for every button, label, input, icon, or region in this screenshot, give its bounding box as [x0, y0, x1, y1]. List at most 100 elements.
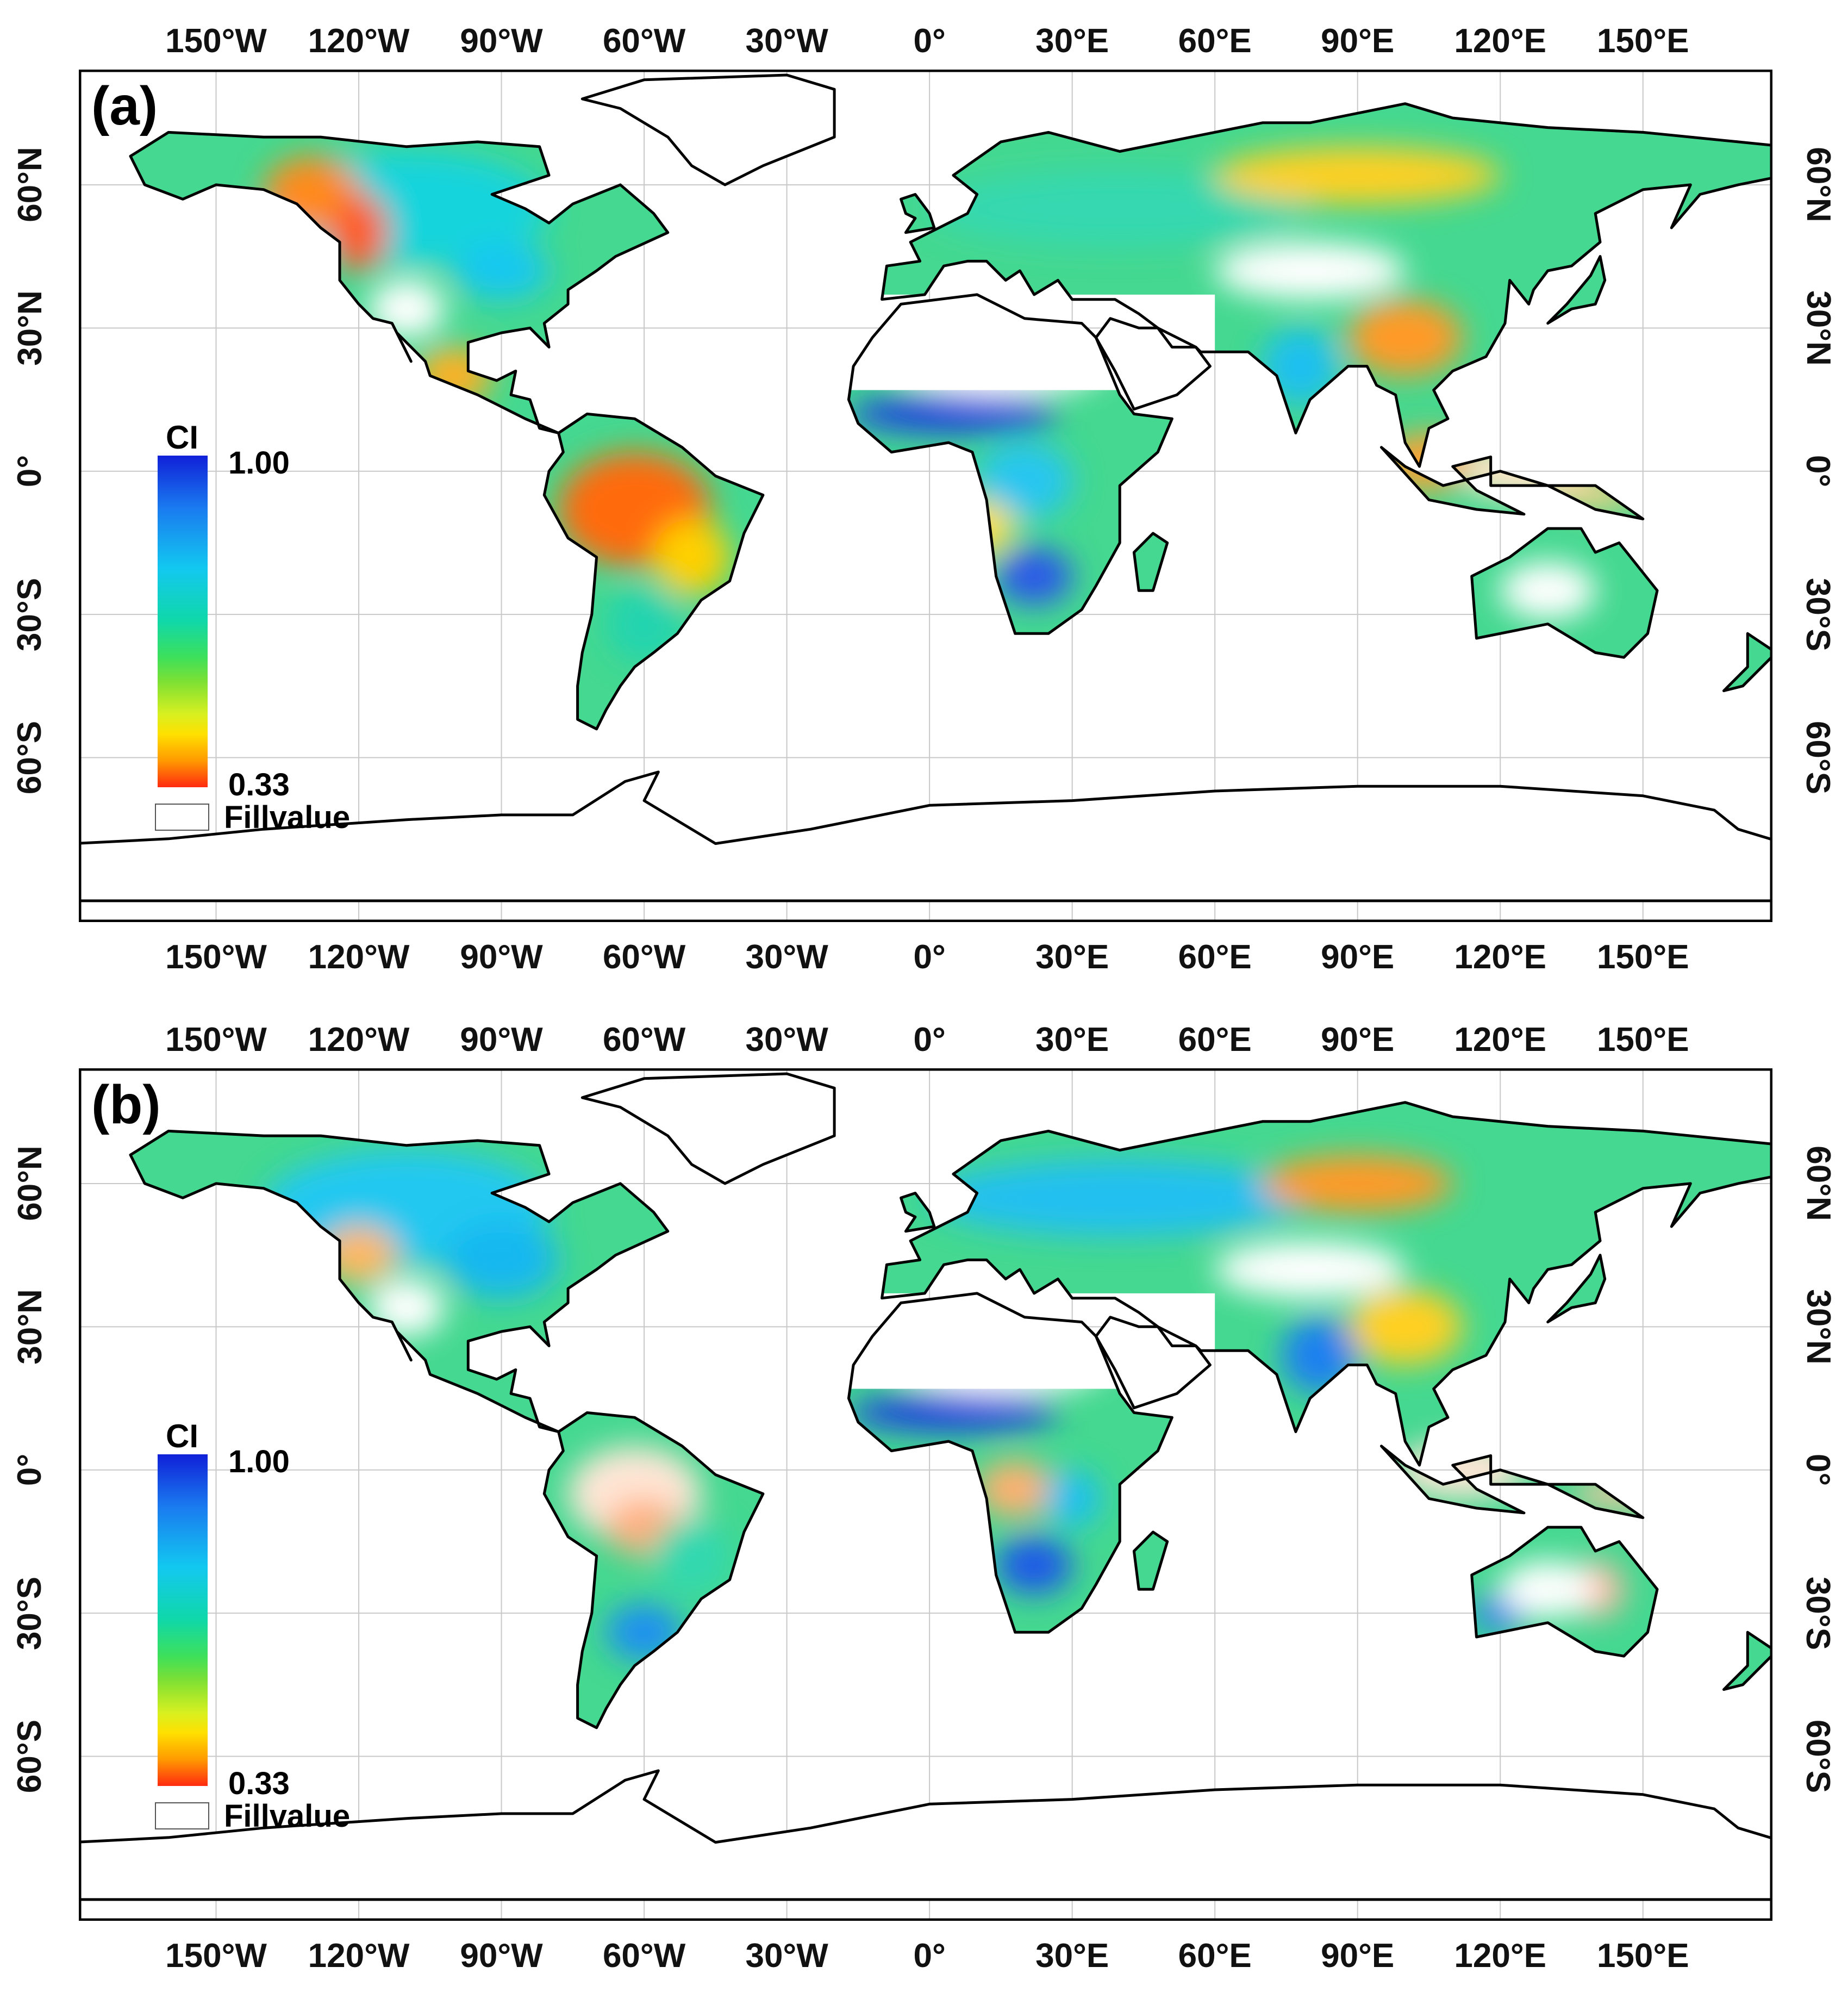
legend-title: CI [166, 1418, 198, 1454]
coastline-nz [1722, 632, 1772, 693]
longitude-label-bottom: 30°E [1035, 938, 1109, 976]
longitude-label-top: 60°W [602, 22, 686, 60]
longitude-label-bottom: 60°W [602, 1937, 686, 1975]
coastline-arab [1094, 1316, 1212, 1410]
longitude-label-bottom: 90°W [460, 938, 543, 976]
latitude-label-left: 60°N [11, 147, 49, 223]
ci-region [1043, 1470, 1101, 1528]
map-panel-b: 150°W 150°W 120°W 120°W 90°W 90°W 60°W 60°W 30°W… [0, 999, 1848, 1997]
ci-region [605, 1603, 683, 1661]
map-frame [79, 1068, 1772, 1921]
latitude-label-right: 30°S [1799, 577, 1837, 651]
coastline-ind [1380, 1445, 1645, 1519]
latitude-label-right: 0° [1799, 1454, 1837, 1486]
longitude-label-bottom: 60°W [602, 938, 686, 976]
longitude-label-top: 90°W [460, 22, 543, 60]
longitude-label-bottom: 120°E [1454, 1937, 1547, 1975]
longitude-label-bottom: 30°W [745, 938, 828, 976]
ci-region [848, 395, 1059, 433]
map-frame [79, 70, 1772, 922]
legend-colorbar [158, 456, 208, 787]
fillvalue-area [79, 1770, 1772, 1900]
fillvalue-area [79, 771, 1772, 901]
longitude-label-bottom: 0° [913, 938, 946, 976]
coastline-sa [542, 1411, 765, 1729]
longitude-label-bottom: 120°W [308, 938, 410, 976]
fillvalue-label: Fillvalue [224, 1798, 351, 1834]
fillvalue-region [1214, 1241, 1406, 1298]
longitude-label-bottom: 0° [913, 1937, 946, 1975]
longitude-label-top: 150°W [165, 22, 267, 60]
coastline-jp [1546, 255, 1607, 325]
ci-region [996, 1536, 1073, 1595]
coastlines [79, 1072, 1772, 1901]
ci-region [653, 1517, 730, 1595]
ci-region [453, 242, 550, 300]
coastlines [79, 73, 1772, 902]
ci-region [928, 170, 1312, 247]
longitude-label-top: 120°W [308, 22, 410, 60]
coastline-ant [79, 1769, 1772, 1901]
fillvalue-swatch [155, 1802, 209, 1829]
ci-region [928, 1159, 1312, 1236]
longitude-label-top: 150°W [165, 1021, 267, 1059]
coastline-sa [542, 412, 765, 731]
fillvalue-sahara [834, 1293, 1215, 1389]
coastline-mad [1132, 532, 1169, 592]
ci-region [977, 442, 1073, 519]
longitude-label-bottom: 120°W [308, 1937, 410, 1975]
fillvalue-area [582, 1074, 835, 1184]
ci-region [1262, 328, 1339, 404]
longitude-label-bottom: 150°E [1596, 938, 1689, 976]
longitude-label-top: 150°E [1596, 22, 1689, 60]
latitude-label-left: 30°N [11, 290, 49, 366]
coastline-uk [900, 1192, 936, 1233]
longitude-label-bottom: 60°E [1178, 938, 1252, 976]
ci-raster [79, 75, 1772, 901]
latitude-label-right: 30°N [1799, 290, 1837, 366]
panel-label: (a) [91, 76, 158, 136]
ci-raster [79, 1074, 1772, 1900]
fillvalue-region [368, 280, 445, 338]
longitude-label-top: 30°W [745, 22, 828, 60]
fillvalue-area [582, 75, 835, 185]
ci-region [605, 586, 683, 663]
longitude-label-top: 60°E [1178, 22, 1252, 60]
coastline-uk [900, 193, 936, 234]
fillvalue-region [368, 1279, 445, 1337]
longitude-label-bottom: 90°W [460, 1937, 543, 1975]
longitude-label-top: 150°E [1596, 1021, 1689, 1059]
longitude-label-bottom: 120°E [1454, 938, 1547, 976]
longitude-label-bottom: 90°E [1321, 938, 1395, 976]
longitude-label-bottom: 150°W [165, 938, 267, 976]
longitude-label-bottom: 150°E [1596, 1937, 1689, 1975]
ci-region [1262, 1155, 1453, 1212]
coastline-arab [1094, 317, 1212, 411]
ci-region [444, 1222, 559, 1298]
coastline-eu [881, 102, 1772, 468]
latitude-label-right: 60°S [1799, 1719, 1837, 1794]
coastline-gl [580, 73, 836, 186]
longitude-label-bottom: 30°E [1035, 1937, 1109, 1975]
ci-region [977, 1460, 1054, 1518]
longitude-label-top: 60°E [1178, 1021, 1252, 1059]
legend-colorbar [158, 1454, 208, 1786]
coastline-jp [1546, 1254, 1607, 1324]
coastline-nz [1722, 1630, 1772, 1691]
latitude-label-right: 30°S [1799, 1576, 1837, 1650]
ci-region [330, 194, 388, 271]
ci-region [996, 547, 1073, 605]
latitude-label-left: 60°S [11, 720, 49, 795]
coastline-af [847, 293, 1173, 635]
ci-region [939, 500, 1016, 557]
longitude-label-top: 0° [913, 22, 946, 60]
latitude-label-left: 60°S [11, 1719, 49, 1794]
longitude-label-bottom: 150°W [165, 1937, 267, 1975]
latitude-label-left: 60°N [11, 1146, 49, 1222]
legend-max-label: 1.00 [228, 1444, 290, 1479]
ci-region [1347, 1288, 1463, 1365]
world-map-svg [79, 1068, 1772, 1921]
longitude-label-top: 30°W [745, 1021, 828, 1059]
latitude-label-right: 60°N [1799, 147, 1837, 223]
legend-min-label: 0.33 [228, 1766, 290, 1801]
